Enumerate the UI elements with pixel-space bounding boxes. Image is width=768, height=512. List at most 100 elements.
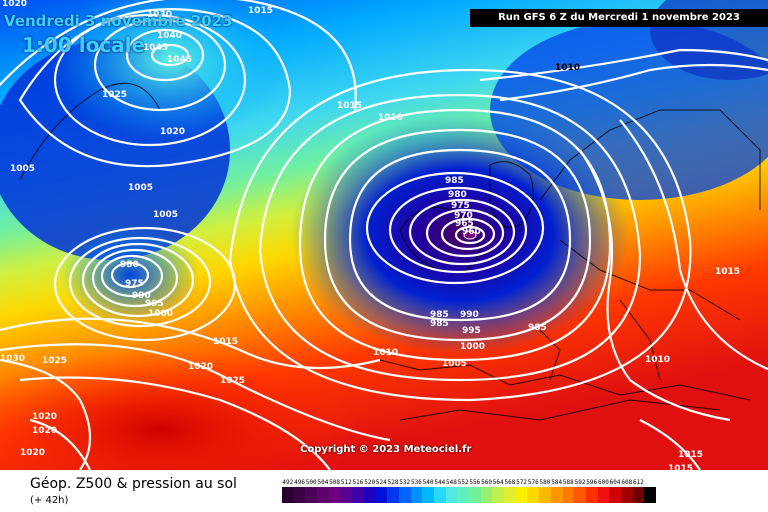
isobar-label: 1025	[220, 376, 245, 386]
scale-cell: 608	[620, 479, 633, 503]
scale-label: 556	[469, 479, 481, 486]
scale-label: 596	[586, 479, 598, 486]
isobar-label: 990	[460, 310, 479, 320]
isobar-label: 1030	[147, 10, 172, 20]
isobar-small-1000	[53, 226, 237, 342]
scale-cell: 584	[550, 479, 563, 503]
isobar-label: 1000	[460, 342, 485, 352]
isobar-label: 1020	[160, 127, 185, 137]
isobar-label: 970	[454, 211, 473, 221]
scale-swatch	[410, 487, 423, 503]
isobars	[0, 0, 768, 470]
isobar-small-980	[100, 254, 164, 298]
isobar-label: 1040	[157, 31, 182, 41]
scale-cell: 600	[597, 479, 610, 503]
isobar-small-995	[68, 236, 212, 328]
scale-label: 516	[352, 479, 364, 486]
isobar-label: 980	[448, 190, 467, 200]
isobar-e-1015	[619, 119, 768, 371]
isobar-s-1025	[19, 376, 331, 470]
isobar-label: 1015	[248, 6, 273, 16]
isobar-small-985	[91, 248, 179, 308]
isobar-label: 1000	[148, 309, 173, 319]
isobar-label: 1025	[102, 90, 127, 100]
isobar-e-1010	[579, 149, 731, 422]
isobar-high-1030	[93, 18, 227, 112]
isobar-small-975	[110, 261, 150, 289]
scale-cell: 536	[410, 479, 423, 503]
scale-label: 572	[516, 479, 528, 486]
scale-label: 492	[282, 479, 294, 486]
scale-swatch	[644, 487, 656, 503]
run-label: Run GFS 6 Z du Mercredi 1 novembre 2023	[470, 9, 768, 27]
scale-swatch	[363, 487, 376, 503]
scale-cell: 604	[609, 479, 621, 503]
scale-cell: 508	[328, 479, 341, 503]
isobar-label: 1010	[645, 355, 670, 365]
isobar-label: 985	[430, 319, 449, 329]
scale-cell: 548	[445, 479, 458, 503]
isobar-low-965	[440, 217, 496, 251]
scale-cell: 596	[585, 479, 598, 503]
low-center	[463, 230, 477, 240]
isobar-low-980	[388, 186, 528, 274]
isobar-label: 1020	[2, 0, 27, 9]
scale-swatch	[539, 487, 551, 503]
scale-swatch	[328, 487, 341, 503]
isobar-low-970	[425, 208, 505, 258]
scale-label: 496	[294, 479, 305, 486]
isobar-labels: 1015 1030 1040 1045 1045 1025 1020 1005 …	[2, 0, 740, 470]
scale-swatch	[492, 487, 505, 503]
isobar-label: 1015	[213, 337, 238, 347]
color-scale: 492 496 500 504 508 512 516 520 524 528 532 536 540 5…	[282, 479, 656, 503]
isobar-label: 1015	[668, 464, 693, 470]
isobar-label: 1020	[188, 362, 213, 372]
scale-cell: 516	[352, 479, 364, 503]
isobar-label: 1005	[128, 183, 153, 193]
scale-swatch	[585, 487, 598, 503]
scale-cell: 580	[539, 479, 551, 503]
scale-label: 548	[446, 479, 457, 486]
isobar-label: 995	[462, 326, 481, 336]
scale-cell: 556	[469, 479, 481, 503]
isobar-high-1045	[150, 43, 190, 67]
isobar-e-1015b	[639, 419, 701, 470]
scale-label: 504	[317, 479, 329, 486]
scale-cell: 592	[574, 479, 586, 503]
isobar-label: 960	[462, 227, 481, 237]
scale-label: 580	[539, 479, 551, 486]
scale-swatch	[550, 487, 563, 503]
scale-cell: 504	[317, 479, 329, 503]
scale-swatch	[282, 487, 294, 503]
isobar-high-1025	[53, 13, 247, 147]
isobar-label: 1020	[32, 426, 57, 436]
isobar-label: 1015	[678, 450, 703, 460]
isobar-label: 1010	[378, 113, 403, 123]
scale-swatch	[457, 487, 469, 503]
scale-swatch	[515, 487, 528, 503]
scale-swatch	[632, 487, 645, 503]
scale-cell: 500	[305, 479, 318, 503]
scale-swatch	[433, 487, 446, 503]
scale-cell: 576	[527, 479, 540, 503]
isobar-high-1040	[125, 28, 205, 82]
scale-swatch	[305, 487, 318, 503]
scale-cell: 560	[480, 479, 493, 503]
isobar-label: 1015	[715, 267, 740, 277]
isobar-s-1020	[0, 343, 391, 442]
coastlines	[19, 82, 761, 421]
isobar-label: 985	[445, 176, 464, 186]
isobar-low-985	[365, 171, 545, 285]
scale-cell: 528	[387, 479, 399, 503]
scale-label: 544	[434, 479, 446, 486]
scale-cell: 496	[293, 479, 306, 503]
isobar-label: 1005	[153, 210, 178, 220]
scale-cell: 564	[492, 479, 505, 503]
scale-cell	[644, 479, 656, 503]
isobar-s-1020b	[29, 418, 91, 470]
scale-swatch	[527, 487, 540, 503]
scale-cell: 572	[515, 479, 528, 503]
scale-swatch	[387, 487, 399, 503]
isobar-label: 965	[455, 219, 474, 229]
scale-label: 564	[492, 479, 504, 486]
